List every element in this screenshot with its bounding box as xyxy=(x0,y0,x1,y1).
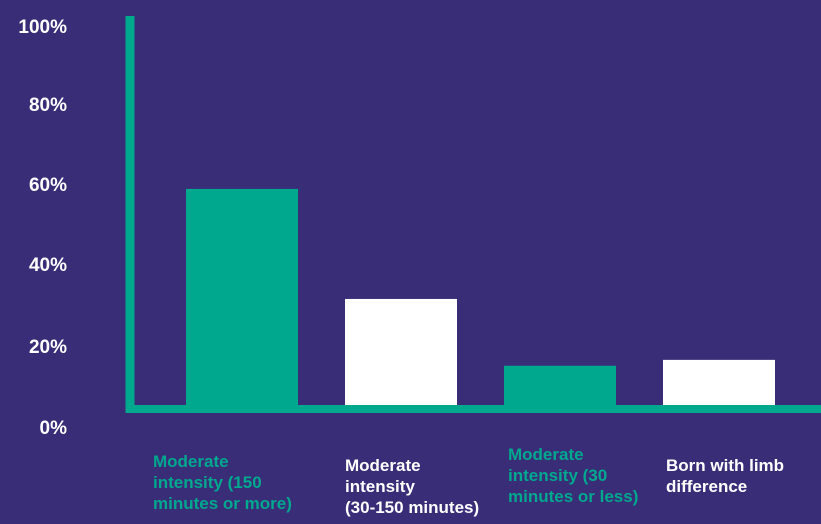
y-tick-label: 40% xyxy=(29,255,67,276)
y-tick-label: 80% xyxy=(29,95,67,116)
category-label: Moderate intensity (30-150 minutes) xyxy=(345,456,480,517)
bar xyxy=(186,188,298,409)
y-tick-label: 60% xyxy=(29,175,67,196)
bar xyxy=(504,365,616,409)
y-tick-label: 100% xyxy=(18,17,67,38)
category-label: Moderate intensity (150 minutes or more) xyxy=(153,452,292,513)
bar xyxy=(345,298,457,409)
y-axis-ticks: 0% 20% 40% 60% 80% 100% xyxy=(18,17,67,439)
y-tick-label: 0% xyxy=(40,418,68,439)
y-tick-label: 20% xyxy=(29,337,67,358)
bar xyxy=(663,359,775,409)
category-label: Born with limb difference xyxy=(666,456,785,496)
category-label: Moderate intensity (30 minutes or less) xyxy=(508,445,639,506)
bars xyxy=(186,188,775,409)
